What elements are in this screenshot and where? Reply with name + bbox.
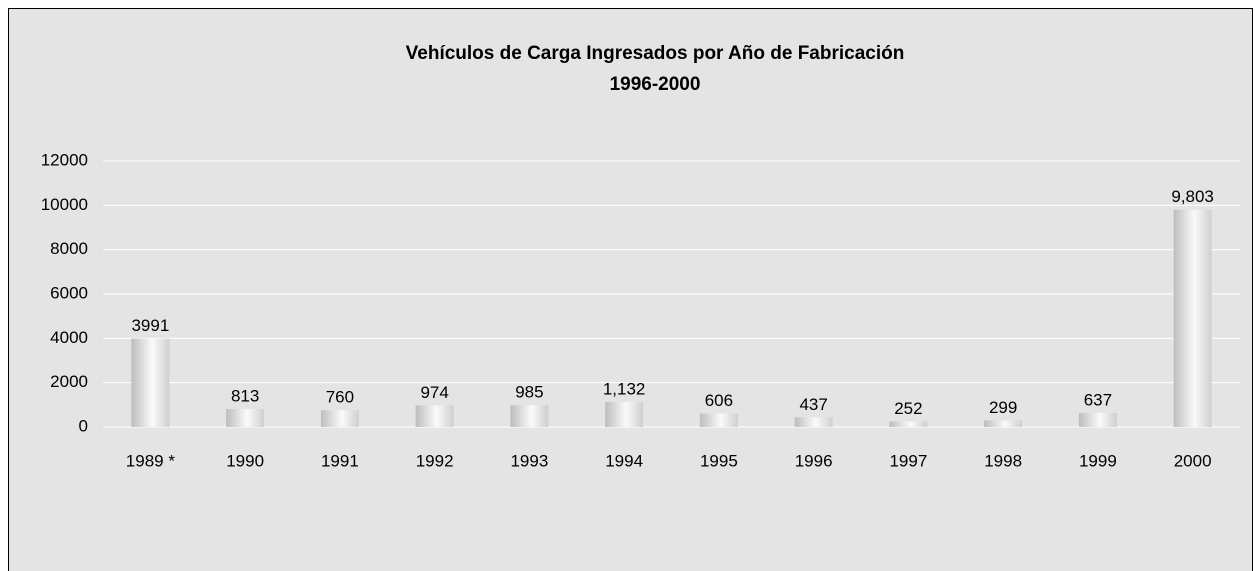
bar [699,413,738,427]
value-label: 606 [705,391,733,410]
bar [794,417,833,427]
y-tick-label: 2000 [50,372,88,391]
value-label: 760 [326,388,354,407]
y-tick-label: 0 [79,416,88,435]
bar [1078,412,1117,427]
x-tick-label: 1991 [321,451,359,470]
chart-title: Vehículos de Carga Ingresados por Año de… [406,43,905,64]
bar [226,408,265,427]
x-tick-label: 1997 [889,451,927,470]
y-tick-label: 6000 [50,283,88,302]
value-label: 9,803 [1171,187,1214,206]
value-label: 437 [799,395,827,414]
y-tick-label: 12000 [41,150,88,169]
bar [1173,209,1212,427]
bar [131,338,170,427]
x-tick-label: 1998 [984,451,1022,470]
chart-frame [8,8,1253,571]
x-tick-label: 1999 [1079,451,1117,470]
x-tick-label: 1990 [226,451,264,470]
bar [605,401,644,427]
value-label: 299 [989,398,1017,417]
value-label: 974 [420,383,448,402]
x-tick-label: 1994 [605,451,643,470]
bar [320,410,359,427]
bar [984,420,1023,427]
bar [510,405,549,427]
x-tick-label: 1996 [795,451,833,470]
y-tick-label: 4000 [50,328,88,347]
value-label: 3991 [131,316,169,335]
bar [415,405,454,427]
bar [889,421,928,427]
value-label: 813 [231,386,259,405]
x-tick-label: 1989 * [126,451,176,470]
y-tick-label: 8000 [50,239,88,258]
x-tick-label: 1993 [510,451,548,470]
value-label: 985 [515,383,543,402]
chart-subtitle: 1996-2000 [610,74,701,95]
y-tick-label: 10000 [41,195,88,214]
value-label: 1,132 [603,379,646,398]
x-tick-label: 1995 [700,451,738,470]
value-label: 252 [894,399,922,418]
value-label: 637 [1084,390,1112,409]
x-tick-label: 1992 [416,451,454,470]
x-tick-label: 2000 [1174,451,1212,470]
